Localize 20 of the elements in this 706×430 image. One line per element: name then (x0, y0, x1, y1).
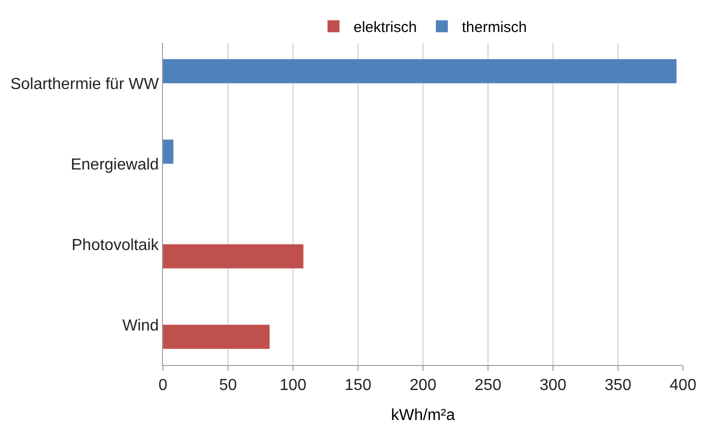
y-tick-label: Energiewald (70, 156, 159, 174)
legend-label: elektrisch (354, 19, 417, 36)
bar (163, 324, 270, 349)
x-tick-label: 0 (158, 377, 168, 394)
y-tick-label: Photovoltaik (72, 236, 160, 254)
x-tick-label: 50 (219, 377, 237, 394)
x-tick-label: 350 (604, 377, 632, 394)
x-tick-label: 100 (280, 377, 306, 394)
y-tick-label: Solarthermie für WW (10, 76, 160, 93)
x-tick-label: 400 (670, 377, 696, 394)
x-tick-label: 150 (344, 377, 372, 394)
x-tick-label: 250 (474, 377, 502, 394)
legend-label: thermisch (462, 19, 527, 36)
x-tick-label: 200 (410, 377, 436, 394)
x-tick-label: 300 (540, 377, 566, 394)
x-axis-title: kWh/m²a (391, 406, 456, 424)
y-tick-label: Wind (122, 317, 159, 334)
bar (163, 59, 676, 84)
bar (163, 140, 174, 164)
bar (163, 244, 304, 268)
